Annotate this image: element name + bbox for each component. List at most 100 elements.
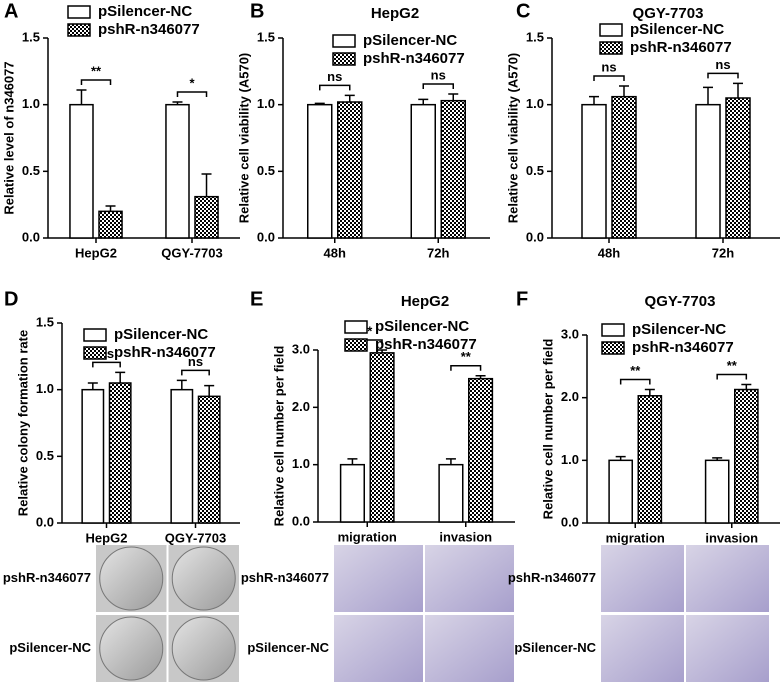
- panel-letter: D: [4, 288, 18, 310]
- y-tick-label: 1.0: [36, 381, 54, 396]
- y-tick-label: 0.5: [526, 163, 544, 178]
- panel-letter: C: [516, 0, 530, 22]
- legend-label: pSilencer-NC: [632, 321, 726, 338]
- x-tick-label: invasion: [439, 529, 492, 544]
- error-bar: [377, 349, 388, 353]
- error-bar: [115, 371, 126, 383]
- error-bar: [87, 382, 98, 390]
- bar: [369, 352, 395, 523]
- bar: [339, 463, 365, 523]
- bar: [69, 103, 94, 239]
- legend-swatch: [83, 328, 107, 342]
- significance-label: ns: [715, 57, 730, 72]
- legend-label: pshR-n346077: [632, 339, 734, 356]
- error-bar: [105, 205, 116, 212]
- photo: [601, 615, 684, 682]
- bar: [725, 97, 751, 239]
- legend-swatch: [332, 52, 356, 66]
- error-bar: [589, 95, 599, 105]
- bar: [165, 103, 190, 239]
- photo-dish: [171, 616, 236, 681]
- x-tick-label: 72h: [712, 245, 734, 260]
- x-tick-label: 48h: [598, 245, 620, 260]
- y-tick-label: 0.0: [561, 514, 579, 529]
- photo: [334, 545, 423, 612]
- significance-bracket: [450, 365, 482, 371]
- error-bar: [314, 102, 325, 105]
- y-tick-label: 1.5: [36, 314, 54, 329]
- legend-label: pshR-n346077: [630, 39, 732, 56]
- photo: [686, 615, 769, 682]
- bar: [637, 395, 663, 524]
- photo-dish: [99, 546, 164, 611]
- bar: [695, 103, 721, 239]
- y-tick-label: 0.0: [22, 229, 40, 244]
- error-bar: [475, 375, 486, 379]
- bar: [108, 382, 132, 524]
- chart-title: HepG2: [401, 293, 449, 310]
- significance-bracket: [619, 378, 651, 385]
- bar: [170, 388, 194, 524]
- y-axis-label: Relative cell viability (A570): [505, 53, 520, 224]
- legend-swatch: [601, 341, 625, 355]
- bar: [608, 459, 634, 524]
- x-tick-label: HepG2: [75, 245, 117, 260]
- photo: [601, 545, 684, 612]
- bar: [611, 95, 637, 239]
- photo: [425, 545, 514, 612]
- bar: [81, 388, 105, 524]
- x-tick-label: migration: [606, 530, 665, 545]
- y-tick-label: 1.0: [292, 456, 310, 471]
- significance-bracket: [716, 373, 748, 380]
- legend-swatch: [599, 23, 623, 37]
- y-tick-label: 0.0: [292, 513, 310, 528]
- y-axis-label: Relative cell number per field: [540, 339, 555, 520]
- significance-bracket: [80, 79, 112, 85]
- legend-swatch: [344, 338, 368, 352]
- significance-label: **: [91, 63, 102, 78]
- photo: [334, 615, 423, 682]
- error-bar: [201, 173, 212, 197]
- y-tick-label: 3.0: [292, 341, 310, 356]
- image-row-label: pSilencer-NC: [247, 640, 329, 655]
- bar: [734, 388, 759, 524]
- legend-label: pSilencer-NC: [363, 32, 457, 49]
- x-tick-label: 48h: [324, 245, 346, 260]
- y-tick-label: 0.0: [36, 514, 54, 529]
- chart-title: HepG2: [371, 5, 419, 22]
- legend-swatch: [601, 323, 625, 337]
- image-row-label: pshR-n346077: [508, 570, 596, 585]
- image-row-label: pshR-n346077: [241, 570, 329, 585]
- bar: [438, 463, 464, 523]
- panel-letter: F: [516, 288, 528, 310]
- error-bar: [619, 85, 629, 97]
- legend-label: pSilencer-NC: [114, 326, 208, 343]
- bar: [307, 103, 333, 239]
- bar: [581, 103, 607, 239]
- y-tick-label: 1.5: [22, 29, 40, 44]
- y-tick-label: 2.0: [292, 399, 310, 414]
- error-bar: [445, 458, 456, 465]
- legend-label: pshR-n346077: [375, 336, 477, 353]
- y-axis-label: Relative cell viability (A570): [236, 53, 251, 224]
- error-bar: [418, 98, 429, 105]
- significance-bracket: [92, 361, 121, 368]
- y-tick-label: 0.0: [257, 229, 275, 244]
- y-tick-label: 0.0: [526, 229, 544, 244]
- y-tick-label: 1.0: [561, 452, 579, 467]
- chart-title: QGY-7703: [645, 293, 716, 310]
- legend-label: pshR-n346077: [363, 50, 465, 67]
- panel-letter: B: [250, 0, 264, 22]
- bar: [194, 195, 219, 239]
- legend-label: pshR-n346077: [98, 21, 200, 38]
- bar: [98, 210, 123, 239]
- photo-dish: [99, 616, 164, 681]
- legend-swatch: [67, 5, 91, 19]
- x-tick-label: invasion: [705, 530, 758, 545]
- error-bar: [347, 458, 358, 465]
- error-bar: [344, 94, 355, 102]
- legend-label: pSilencer-NC: [375, 318, 469, 335]
- error-bar: [644, 388, 655, 396]
- legend-swatch: [83, 346, 107, 360]
